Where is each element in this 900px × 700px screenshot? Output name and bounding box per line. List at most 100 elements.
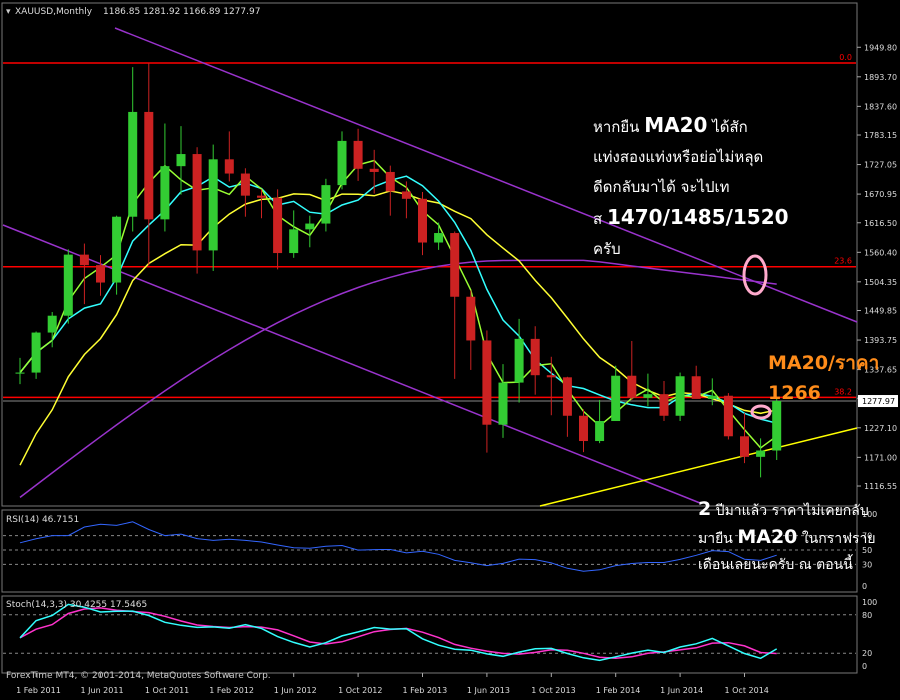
candle-body xyxy=(675,376,685,416)
ma20-price-value: 1266 xyxy=(768,382,821,404)
time-tick-label: 1 Feb 2014 xyxy=(596,686,641,695)
rsi-tick-label: 0 xyxy=(862,582,867,591)
price-tick-label: 1449.85 xyxy=(864,307,897,316)
candle-body xyxy=(756,450,766,457)
candle-body xyxy=(611,375,621,422)
stoch-main-line xyxy=(19,603,778,662)
ma20-price-label: MA20/ราคา xyxy=(768,352,880,374)
time-tick-label: 1 Feb 2013 xyxy=(403,686,448,695)
stoch-tick-label: 20 xyxy=(862,649,872,658)
candle-body xyxy=(707,395,717,399)
candle-body xyxy=(418,198,427,243)
symbol-arrow-icon: ▾ xyxy=(6,7,11,17)
time-tick-label: 1 Jun 2014 xyxy=(660,686,703,695)
candle-body xyxy=(643,394,653,398)
price-tick-label: 1837.60 xyxy=(864,102,897,111)
price-tick-label: 1504.35 xyxy=(864,278,897,287)
candle-body xyxy=(31,332,41,373)
candle-body xyxy=(305,223,315,230)
price-tick-label: 1171.00 xyxy=(864,453,897,462)
price-tick-label: 1783.15 xyxy=(864,131,897,140)
candle-body xyxy=(208,159,218,251)
note1-ma20: MA20 xyxy=(644,113,708,137)
candle-body xyxy=(63,254,73,316)
candle-body xyxy=(723,395,733,437)
candle-body xyxy=(562,377,572,416)
time-tick-label: 1 Feb 2011 xyxy=(16,686,61,695)
candle-body xyxy=(144,111,154,220)
candle-body xyxy=(595,421,605,442)
moving-averages xyxy=(19,159,778,498)
candle-body xyxy=(514,338,524,383)
note2-line3: เดือนเลยนะครับ ณ ตอนนี้ xyxy=(698,557,853,573)
note1-line4-pre: ส xyxy=(593,210,607,228)
stochastic-indicator: 100 80 20 0 xyxy=(3,598,877,671)
price-tick-label: 1893.70 xyxy=(864,73,897,82)
rsi-indicator: 100 70 50 30 0 xyxy=(3,510,877,591)
candle-body xyxy=(740,436,749,457)
price-tick-label: 1560.40 xyxy=(864,248,897,257)
main-panel-frame xyxy=(1,2,858,507)
candle-body xyxy=(659,394,669,416)
ohlc-label: 1186.85 1281.92 1166.89 1277.97 xyxy=(103,7,260,17)
target-circle-marker xyxy=(742,254,768,296)
symbol-label: XAUUSD,Monthly xyxy=(15,7,93,17)
candle-body xyxy=(385,171,395,192)
copyright-label: ForexTime MT4, © 2001-2014, MetaQuotes S… xyxy=(6,671,271,681)
current-price-tag xyxy=(858,395,898,408)
price-tick-label: 1727.05 xyxy=(864,161,897,170)
time-tick-label: 1 Jun 2012 xyxy=(274,686,317,695)
candle-body xyxy=(401,191,411,199)
candle-body xyxy=(498,382,508,425)
candle-body xyxy=(772,401,782,451)
stoch-label: Stoch(14,3,3) 30.4255 17.5465 xyxy=(6,600,147,610)
candle-body xyxy=(337,140,347,186)
time-axis: 1 Feb 2011 1 Jun 2011 1 Oct 2011 1 Feb 2012… xyxy=(16,673,769,695)
time-tick-label: 1 Jun 2011 xyxy=(81,686,124,695)
stoch-tick-label: 100 xyxy=(862,598,877,607)
note2-ma20: MA20 xyxy=(737,526,798,548)
candle-body xyxy=(160,166,170,220)
candle-body xyxy=(96,265,105,283)
time-tick-label: 1 Jun 2013 xyxy=(467,686,510,695)
fib-label-38.2: 38.2 xyxy=(834,387,852,396)
price-tick-label: 1227.10 xyxy=(864,424,897,433)
time-tick-label: 1 Oct 2011 xyxy=(145,686,189,695)
candle-body xyxy=(691,376,701,399)
candle-body xyxy=(176,154,186,167)
fib-label-0.0: 0.0 xyxy=(839,53,852,62)
candle-body xyxy=(579,415,588,442)
rsi-tick-label: 70 xyxy=(862,532,872,541)
stoch-tick-label: 80 xyxy=(862,611,872,620)
note1-line2: แท่งสองแท่งหรือย่อไม่หลุด xyxy=(593,148,764,166)
note1-targets: 1470/1485/1520 xyxy=(606,205,789,229)
price-circle-marker xyxy=(750,404,772,420)
note1-line3: ดีดกลับมาได้ จะไปเท xyxy=(593,178,730,196)
candle-body xyxy=(273,197,283,254)
current-price-value: 1277.97 xyxy=(862,397,895,406)
candle-body xyxy=(15,372,25,374)
rsi-panel-frame xyxy=(1,509,858,593)
candle-body xyxy=(224,159,234,174)
note1-line1-pre: หากยืน xyxy=(593,118,645,136)
candle-body xyxy=(627,375,637,398)
candle-body xyxy=(47,315,57,333)
ma20-price-note: MA20/ราคา 1266 xyxy=(768,348,879,408)
candle-body xyxy=(257,195,266,198)
candle-body xyxy=(434,233,444,243)
ma20-line xyxy=(19,175,777,424)
stoch-panel-frame xyxy=(1,595,858,674)
candle-body xyxy=(546,375,556,378)
candle-body xyxy=(321,185,331,224)
stoch-tick-label: 0 xyxy=(862,662,867,671)
thai-note-2: 2 ปีมาแล้ว ราคาไม่เคยกลับ มายืน MA20 ในก… xyxy=(698,496,876,578)
candle-body xyxy=(112,216,122,283)
fib-label-23.6: 23.6 xyxy=(834,257,852,266)
price-tick-label: 1616.50 xyxy=(864,219,897,228)
candle-body xyxy=(192,154,202,251)
candle-body xyxy=(482,340,492,425)
rsi-tick-label: 30 xyxy=(862,560,872,569)
price-tick-label: 1337.65 xyxy=(864,366,897,375)
